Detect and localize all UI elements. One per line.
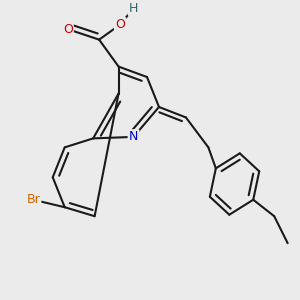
Text: O: O	[115, 18, 125, 31]
Text: O: O	[63, 23, 73, 36]
Text: Br: Br	[26, 193, 40, 206]
Text: H: H	[129, 2, 138, 15]
Text: N: N	[129, 130, 138, 143]
